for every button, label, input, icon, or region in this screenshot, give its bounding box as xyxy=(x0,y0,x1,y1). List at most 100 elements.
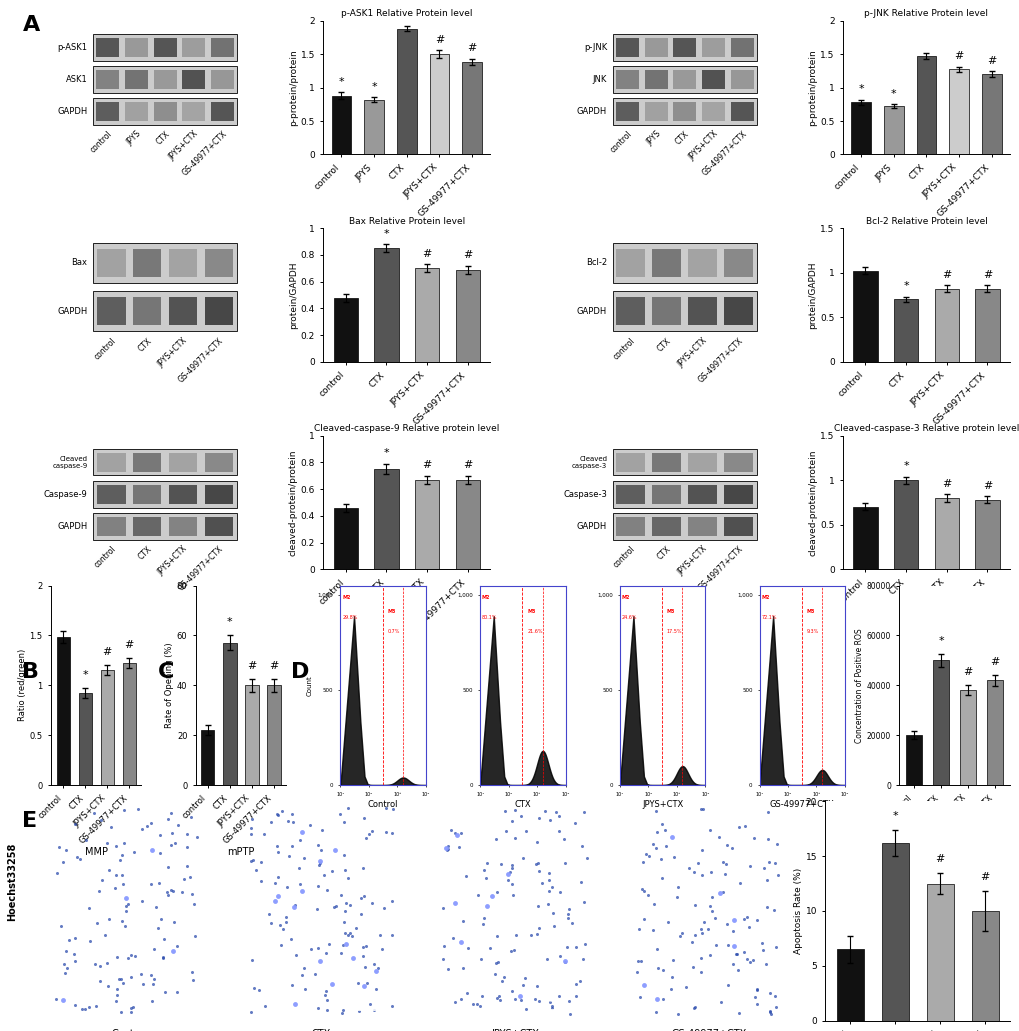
Bar xyxy=(615,38,638,57)
Bar xyxy=(168,518,198,536)
Bar xyxy=(688,518,716,536)
Bar xyxy=(644,38,666,57)
Bar xyxy=(723,518,752,536)
Bar xyxy=(836,950,863,1021)
Bar xyxy=(612,34,756,61)
Bar xyxy=(168,453,198,471)
Text: *: * xyxy=(383,448,389,459)
Bar xyxy=(96,38,119,57)
Text: control: control xyxy=(92,544,117,569)
Bar xyxy=(93,34,236,61)
Bar xyxy=(853,507,876,569)
Bar xyxy=(462,62,481,155)
Bar xyxy=(981,74,1001,155)
Text: CTX: CTX xyxy=(655,544,673,561)
Bar xyxy=(615,297,645,325)
Text: 50 μm: 50 μm xyxy=(742,998,760,1003)
Bar xyxy=(331,96,351,155)
Text: 50 μm: 50 μm xyxy=(162,998,179,1003)
Bar xyxy=(205,250,233,276)
X-axis label: Control: Control xyxy=(368,800,398,808)
Bar xyxy=(652,486,681,504)
Text: GS-49977+CTX: GS-49977+CTX xyxy=(696,336,744,385)
Text: *: * xyxy=(227,618,232,628)
Bar xyxy=(246,686,259,785)
Bar xyxy=(182,102,205,121)
Bar xyxy=(933,498,958,569)
Text: #: # xyxy=(463,460,472,470)
Bar xyxy=(124,70,148,89)
Bar xyxy=(97,297,125,325)
Text: Cleaved
caspase-9: Cleaved caspase-9 xyxy=(52,456,88,469)
Bar xyxy=(154,38,176,57)
Text: 50 μm: 50 μm xyxy=(548,998,567,1003)
Text: GAPDH: GAPDH xyxy=(57,522,88,531)
Bar xyxy=(154,102,176,121)
Text: GAPDH: GAPDH xyxy=(57,306,88,315)
Bar xyxy=(333,508,358,569)
Text: Caspase-9: Caspase-9 xyxy=(44,490,88,499)
Bar xyxy=(93,243,236,282)
Text: control: control xyxy=(611,336,637,362)
Title: p-JNK Relative Protein level: p-JNK Relative Protein level xyxy=(863,9,987,19)
Bar xyxy=(132,297,161,325)
Text: GAPDH: GAPDH xyxy=(577,107,606,117)
Text: *: * xyxy=(83,670,88,680)
Text: 50 μm: 50 μm xyxy=(356,998,373,1003)
Bar xyxy=(615,250,645,276)
Bar xyxy=(364,100,383,155)
Bar xyxy=(615,102,638,121)
Text: CTX: CTX xyxy=(137,336,153,354)
Bar xyxy=(652,297,681,325)
Bar xyxy=(205,486,233,504)
Bar xyxy=(652,518,681,536)
Title: Bax Relative Protein level: Bax Relative Protein level xyxy=(348,217,465,226)
Y-axis label: Rate of Opening (%): Rate of Opening (%) xyxy=(165,642,174,728)
Title: Cleaved-caspase-9 Relative protein level: Cleaved-caspase-9 Relative protein level xyxy=(314,425,499,433)
Text: Bcl-2: Bcl-2 xyxy=(586,259,606,267)
Text: #: # xyxy=(422,248,431,259)
Text: #: # xyxy=(981,480,991,491)
Bar xyxy=(415,479,439,569)
Text: #: # xyxy=(934,854,944,864)
Bar xyxy=(949,69,968,155)
Text: p-JNK: p-JNK xyxy=(583,43,606,52)
Bar xyxy=(168,297,198,325)
Bar xyxy=(916,56,935,155)
Text: *: * xyxy=(903,281,908,292)
Bar xyxy=(211,38,234,57)
Text: CTX: CTX xyxy=(655,336,673,354)
Bar xyxy=(201,730,214,785)
Bar xyxy=(612,450,756,475)
Bar xyxy=(974,289,999,362)
Text: Caspase-3: Caspase-3 xyxy=(562,490,606,499)
Title: Bcl-2 Relative Protein level: Bcl-2 Relative Protein level xyxy=(865,217,986,226)
Bar xyxy=(429,54,448,155)
Text: 29.8%: 29.8% xyxy=(341,616,358,621)
Bar xyxy=(688,453,716,471)
Bar xyxy=(93,450,236,475)
Text: C: C xyxy=(158,662,174,681)
Text: JPYS+CTX: JPYS+CTX xyxy=(676,544,708,577)
Bar xyxy=(101,670,114,785)
Text: *: * xyxy=(890,89,896,99)
Text: #: # xyxy=(463,251,472,260)
Bar xyxy=(124,102,148,121)
Bar xyxy=(853,271,876,362)
Text: GS-49977+CTX: GS-49977+CTX xyxy=(671,1030,746,1031)
Bar xyxy=(93,513,236,539)
Text: GS-49977+CTX: GS-49977+CTX xyxy=(177,544,225,592)
Text: A: A xyxy=(22,15,40,35)
Text: 21.6%: 21.6% xyxy=(527,629,542,634)
Bar xyxy=(701,70,725,89)
Text: M3: M3 xyxy=(666,609,675,614)
Bar xyxy=(612,513,756,539)
Text: JPYS: JPYS xyxy=(124,129,143,146)
Bar xyxy=(267,686,280,785)
Bar xyxy=(615,70,638,89)
Bar xyxy=(612,481,756,507)
Bar xyxy=(78,693,92,785)
Bar xyxy=(96,102,119,121)
Text: GAPDH: GAPDH xyxy=(577,306,606,315)
Y-axis label: p-protein/protein: p-protein/protein xyxy=(288,49,298,126)
